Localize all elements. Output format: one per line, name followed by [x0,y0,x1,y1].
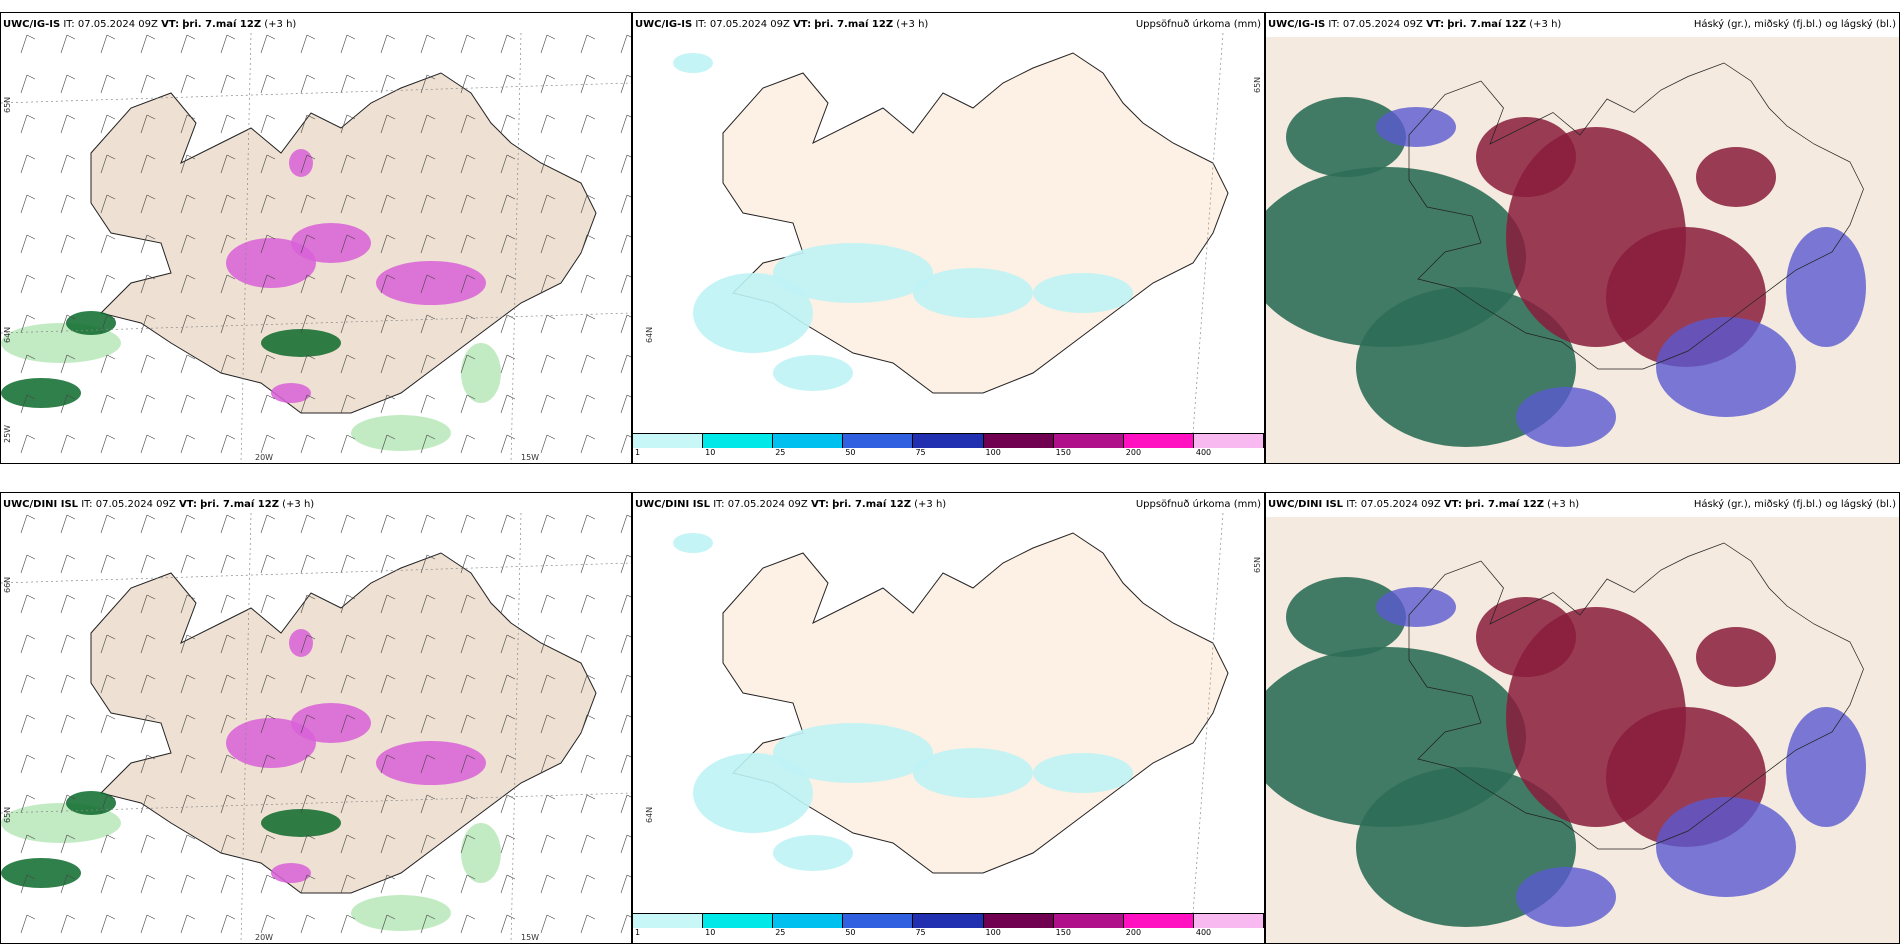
wind-map [1,512,631,943]
colorbar-segment [1123,914,1194,928]
colorbar-segment [1193,434,1264,448]
lon-label: 20W [255,933,274,942]
colorbar-tick-label: 10 [705,928,716,937]
colorbar-tick-label: 75 [915,928,926,937]
colorbar-tick-label: 1 [635,448,641,457]
colorbar-segment [1053,914,1124,928]
colorbar-segment [773,914,844,928]
lon-label: 15W [521,453,540,462]
colorbar-tick-label: 200 [1125,928,1142,937]
colorbar-tick-label: 200 [1125,448,1142,457]
colorbar-tick-label: 50 [845,448,856,457]
lat-label: 65N [1253,556,1262,573]
precip-map [673,512,1229,913]
colorbar-tick-label: 400 [1195,928,1212,937]
colorbar-segment [703,434,774,448]
panel-title: Háský (gr.), miðský (fj.bl.) og lágský (… [1693,19,1896,30]
lat-label: 25W [3,424,12,443]
colorbar-segment [843,914,914,928]
colorbar-tick-label: 25 [775,448,786,457]
wind-precip-panel-row2: UWC/DINI ISL IT: 07.05.2024 09Z VT: þri.… [0,492,632,944]
colorbar-segment [703,914,774,928]
colorbar-segment [1123,434,1194,448]
colorbar-segment [843,434,914,448]
colorbar-segment [983,434,1054,448]
colorbar-segment [1053,434,1124,448]
colorbar-segment [633,434,704,448]
cloud-panel-row2: UWC/DINI ISL IT: 07.05.2024 09Z VT: þri.… [1265,492,1900,944]
precip-map [673,32,1229,433]
colorbar-segment [773,434,844,448]
lat-label: 64N [645,326,654,343]
accum-precip-panel-row2: UWC/DINI ISL IT: 07.05.2024 09Z VT: þri.… [632,492,1265,944]
wind-map [1,32,631,463]
panel-title: Uppsöfnuð úrkoma (mm) [1135,19,1261,30]
panel-header: UWC/DINI ISL IT: 07.05.2024 09Z VT: þri.… [635,499,947,510]
lat-label: 64N [645,806,654,823]
colorbar-tick-label: 25 [775,928,786,937]
colorbar-segment [913,434,984,448]
panel-header: UWC/IG-IS IT: 07.05.2024 09Z VT: þri. 7.… [3,19,297,30]
panel-title: Háský (gr.), miðský (fj.bl.) og lágský (… [1693,499,1896,510]
colorbar-tick-label: 75 [915,448,926,457]
panel-header: UWC/IG-IS IT: 07.05.2024 09Z VT: þri. 7.… [635,19,929,30]
colorbar-segment [913,914,984,928]
lat-label: 64N [3,326,12,343]
colorbar-segment [633,914,704,928]
colorbar-tick-label: 400 [1195,448,1212,457]
lat-label: 66N [3,576,12,593]
colorbar-tick-label: 10 [705,448,716,457]
lat-label: 65N [3,806,12,823]
cloud-panel-row1: UWC/IG-IS IT: 07.05.2024 09Z VT: þri. 7.… [1265,12,1900,464]
colorbar-segment [983,914,1054,928]
panel-title: Uppsöfnuð úrkoma (mm) [1135,499,1261,510]
cloud-map [1266,517,1899,943]
panel-header: UWC/IG-IS IT: 07.05.2024 09Z VT: þri. 7.… [1268,19,1562,30]
lat-label: 65N [1253,76,1262,93]
wind-precip-panel-row1: UWC/IG-IS IT: 07.05.2024 09Z VT: þri. 7.… [0,12,632,464]
colorbar-tick-label: 50 [845,928,856,937]
precip-colorbar: 1 10 25 50 75 100 150 200 400 [633,913,1264,937]
colorbar-segment [1193,914,1264,928]
lon-label: 20W [255,453,274,462]
precip-colorbar: 1 10 25 50 75 100 150 200 400 [633,433,1264,457]
colorbar-tick-label: 150 [1055,448,1071,457]
colorbar-tick-label: 100 [985,928,1001,937]
cloud-map [1266,37,1899,463]
colorbar-tick-label: 150 [1055,928,1071,937]
colorbar-tick-label: 100 [985,448,1001,457]
colorbar-tick-label: 1 [635,928,641,937]
lon-label: 15W [521,933,540,942]
accum-precip-panel-row1: UWC/IG-IS IT: 07.05.2024 09Z VT: þri. 7.… [632,12,1265,464]
panel-header: UWC/DINI ISL IT: 07.05.2024 09Z VT: þri.… [1268,499,1580,510]
panel-header: UWC/DINI ISL IT: 07.05.2024 09Z VT: þri.… [3,499,315,510]
lat-label: 65N [3,96,12,113]
